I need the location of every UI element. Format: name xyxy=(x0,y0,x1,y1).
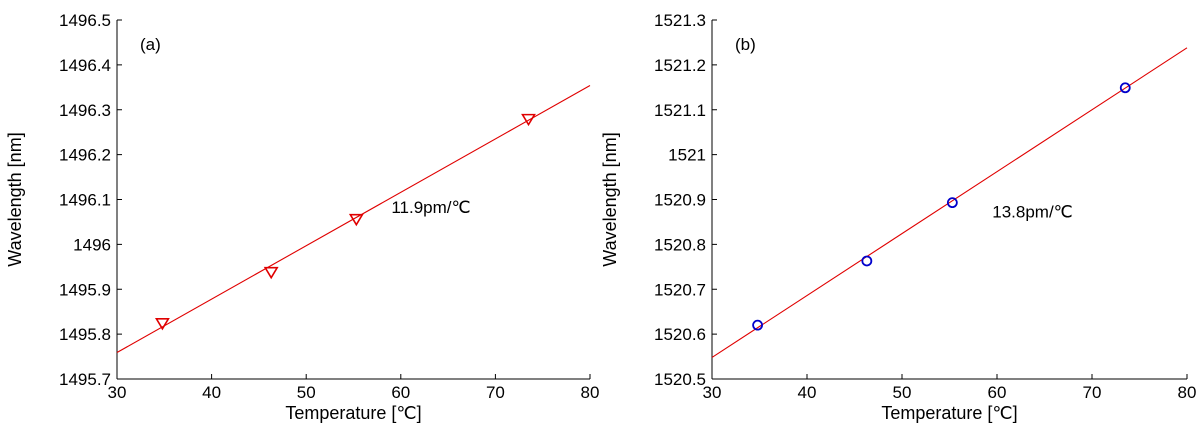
data-point xyxy=(752,319,763,331)
data-point xyxy=(946,197,958,209)
x-tick-label: 70 xyxy=(486,383,505,402)
x-tick-label: 80 xyxy=(1178,383,1197,402)
y-tick-label: 1520.9 xyxy=(654,191,706,210)
y-tick-label: 1521.2 xyxy=(654,56,706,75)
y-tick-label: 1520.5 xyxy=(654,370,706,389)
x-tick-label: 30 xyxy=(108,383,127,402)
y-tick-label: 1520.8 xyxy=(654,235,706,254)
y-tick-label: 1495.9 xyxy=(59,280,111,299)
panel-b: 30 40 50 60 70 80 1520.5 1520.6 1520.7 1520.8 1520… xyxy=(600,11,1196,423)
x-tick-label: 50 xyxy=(297,383,316,402)
data-point xyxy=(154,318,170,331)
x-tick-label: 80 xyxy=(581,383,600,402)
slope-annotation: 11.9pm/℃ xyxy=(391,198,470,217)
panel-a: 30 40 50 60 70 80 1495.7 1495.8 1495.9 1496 1496.1… xyxy=(5,11,599,423)
x-tick-label: 30 xyxy=(703,383,722,402)
y-tick-label: 1520.6 xyxy=(654,325,706,344)
y-tick-label: 1521.3 xyxy=(654,11,706,30)
y-axis-label: Wavelength [nm] xyxy=(5,132,25,266)
x-tick-label: 40 xyxy=(798,383,817,402)
data-point xyxy=(861,255,873,267)
fit-line xyxy=(711,47,1188,358)
y-tick-label: 1520.7 xyxy=(654,280,706,299)
x-tick-label: 70 xyxy=(1083,383,1102,402)
data-point xyxy=(521,113,536,127)
data-point xyxy=(1119,82,1131,94)
slope-annotation: 13.8pm/℃ xyxy=(992,202,1073,221)
x-axis-label: Temperature [℃] xyxy=(285,403,421,423)
y-tick-label: 1496.4 xyxy=(59,56,111,75)
y-tick-label: 1496.3 xyxy=(59,101,111,120)
x-tick-label: 60 xyxy=(391,383,410,402)
x-axis-label: Temperature [℃] xyxy=(881,403,1017,423)
x-tick-label: 40 xyxy=(202,383,221,402)
y-tick-label: 1495.8 xyxy=(59,325,111,344)
data-point xyxy=(348,213,364,227)
y-tick-label: 1496.1 xyxy=(59,191,111,210)
y-axis-label: Wavelength [nm] xyxy=(600,132,620,266)
x-tick-label: 50 xyxy=(893,383,912,402)
x-tick-label: 60 xyxy=(988,383,1007,402)
y-tick-label: 1521.1 xyxy=(654,101,706,120)
y-tick-label: 1521 xyxy=(668,146,706,165)
data-point xyxy=(263,266,279,280)
panel-label: (a) xyxy=(140,35,161,54)
y-tick-label: 1495.7 xyxy=(59,370,111,389)
y-tick-label: 1496.5 xyxy=(59,11,111,30)
y-tick-label: 1496 xyxy=(73,235,111,254)
panel-label: (b) xyxy=(735,35,756,54)
y-tick-label: 1496.2 xyxy=(59,146,111,165)
